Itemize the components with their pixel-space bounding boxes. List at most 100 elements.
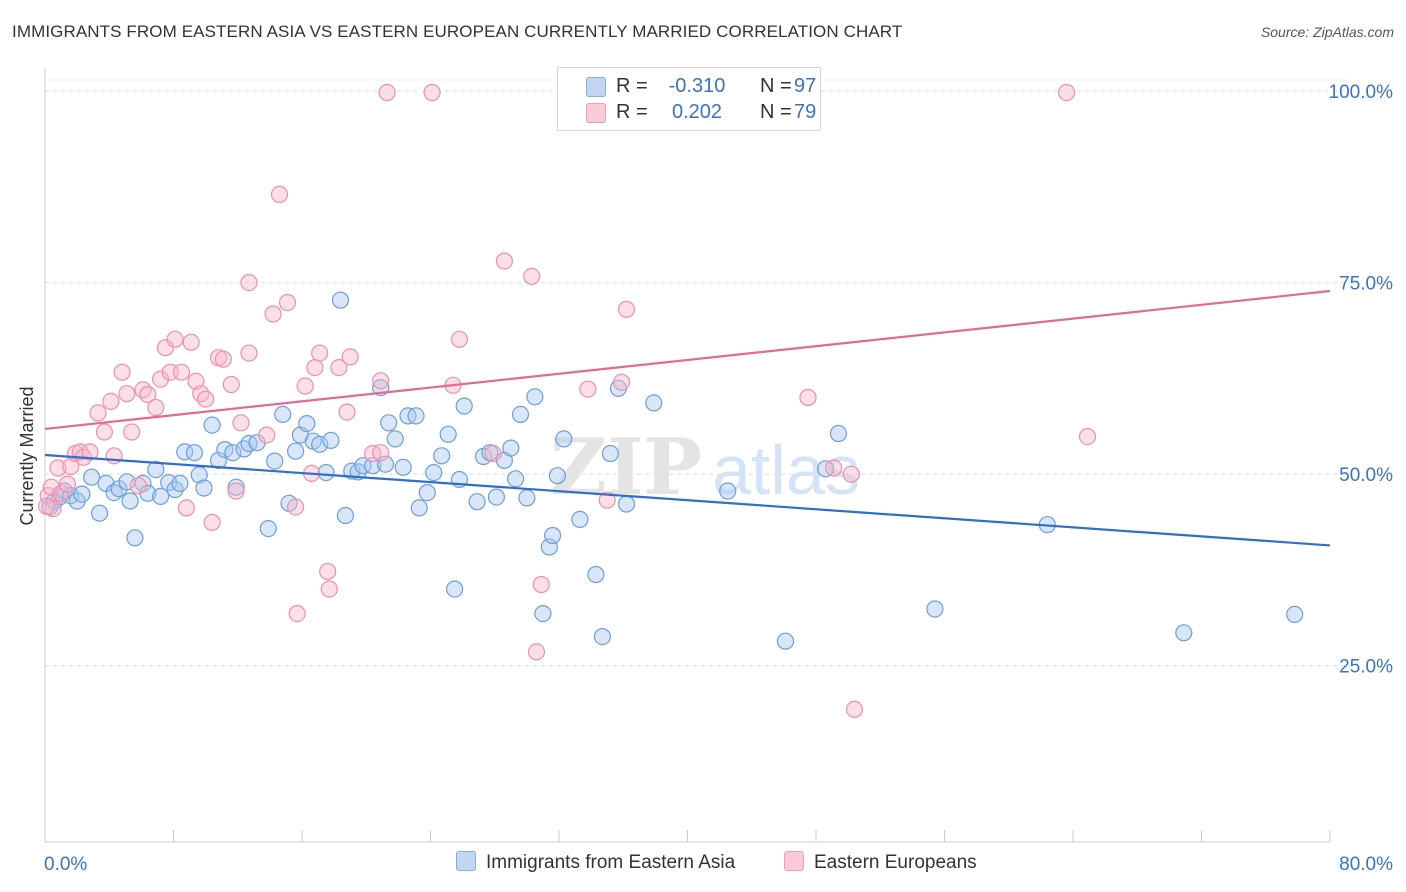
data-point-eastern-asia (526, 388, 544, 406)
gridlines (45, 79, 1350, 667)
data-point-eastern-asia (203, 416, 221, 434)
legend-r-value-eastern-europeans: 0.202 (671, 101, 723, 123)
legend-swatch-eastern-europeans (586, 103, 606, 123)
data-point-eastern-europeans (306, 359, 324, 377)
series-label-eastern-europeans: Eastern Europeans (814, 852, 977, 873)
data-point-eastern-europeans (330, 359, 348, 377)
data-point-eastern-asia (195, 479, 213, 497)
data-point-eastern-europeans (95, 423, 114, 441)
data-point-eastern-europeans (579, 380, 597, 398)
data-point-eastern-asia (407, 407, 425, 425)
y-tick-label: 25.0% (1339, 657, 1393, 678)
data-point-eastern-asia (121, 492, 139, 510)
data-point-eastern-europeans (598, 491, 616, 509)
watermark-zip: ZIP (550, 422, 702, 513)
data-point-eastern-europeans (287, 498, 305, 516)
data-point-eastern-asia (587, 565, 605, 584)
data-point-eastern-asia (455, 397, 473, 415)
source-credit: Source: ZipAtlas.com (1260, 24, 1394, 40)
data-point-eastern-asia (386, 430, 404, 448)
legend-r-value-eastern-asia: -0.310 (668, 75, 726, 97)
y-tick-label: 75.0% (1339, 274, 1393, 295)
data-point-eastern-europeans (166, 330, 184, 348)
data-point-eastern-europeans (192, 385, 210, 403)
data-point-eastern-asia (571, 510, 589, 529)
legend-n-value-eastern-europeans: 79 (794, 101, 817, 123)
data-point-eastern-asia (433, 447, 451, 465)
data-point-eastern-europeans (222, 375, 240, 394)
data-point-eastern-asia (719, 482, 737, 500)
data-point-eastern-asia (601, 444, 620, 463)
data-point-eastern-europeans (532, 575, 550, 594)
x-tick-label-max: 80.0% (1339, 854, 1393, 875)
data-point-eastern-europeans (240, 274, 258, 292)
series-legend-eastern-europeans: Eastern Europeans (784, 851, 977, 874)
data-point-eastern-europeans (49, 459, 67, 477)
data-point-eastern-asia (534, 604, 552, 623)
y-tick-label: 50.0% (1339, 465, 1393, 486)
data-point-eastern-europeans (177, 499, 195, 517)
data-point-eastern-asia (425, 464, 443, 482)
data-point-eastern-europeans (288, 604, 306, 623)
data-point-eastern-asia (617, 495, 636, 513)
data-point-eastern-asia (1286, 605, 1304, 624)
data-point-eastern-asia (298, 415, 316, 433)
legend-n-value-eastern-asia: 97 (794, 75, 817, 97)
data-point-eastern-europeans (423, 83, 441, 102)
data-point-eastern-europeans (139, 385, 157, 404)
data-point-eastern-asia (418, 484, 436, 502)
data-point-eastern-asia (468, 493, 486, 511)
data-point-eastern-asia (439, 425, 457, 443)
data-point-eastern-europeans (123, 423, 141, 441)
data-point-eastern-asia (410, 499, 428, 517)
data-point-eastern-europeans (52, 484, 70, 502)
data-point-eastern-asia (380, 414, 398, 432)
data-point-eastern-europeans (484, 444, 502, 463)
data-point-eastern-europeans (197, 390, 215, 408)
data-point-eastern-asia (487, 488, 505, 506)
data-point-eastern-europeans (825, 459, 843, 477)
data-point-eastern-asia (147, 461, 165, 479)
data-point-eastern-europeans (372, 444, 390, 462)
legend-r-label: R = (616, 75, 648, 97)
data-point-eastern-asia (548, 467, 567, 485)
data-point-eastern-asia (354, 457, 372, 475)
legend-n-label: N = (760, 75, 792, 97)
legend-r-label: R = (616, 101, 648, 123)
data-point-eastern-asia (776, 632, 795, 650)
data-point-eastern-asia (511, 405, 530, 423)
data-point-eastern-asia (90, 504, 109, 522)
stats-legend: R = -0.310 N = 97 R = 0.202 N = 79 (557, 67, 821, 131)
data-point-eastern-asia (287, 442, 305, 460)
data-point-eastern-asia (543, 526, 562, 545)
data-point-eastern-europeans (278, 293, 297, 312)
data-point-eastern-europeans (89, 404, 107, 422)
watermark-atlas: atlas (712, 431, 860, 509)
data-point-eastern-europeans (617, 300, 636, 318)
data-point-eastern-europeans (134, 381, 152, 399)
data-point-eastern-asia (126, 529, 144, 547)
data-point-eastern-europeans (113, 363, 131, 381)
data-point-eastern-asia (274, 405, 292, 423)
data-point-eastern-asia (73, 485, 91, 503)
data-point-eastern-europeans (105, 447, 123, 465)
data-point-eastern-europeans (320, 580, 338, 598)
data-points (37, 83, 1304, 719)
data-point-eastern-asia (336, 506, 354, 525)
data-point-eastern-asia (209, 451, 228, 469)
data-point-eastern-europeans (264, 305, 282, 323)
data-point-eastern-asia (343, 462, 361, 480)
data-point-eastern-europeans (129, 477, 147, 495)
data-point-eastern-europeans (62, 457, 80, 476)
data-point-eastern-europeans (214, 350, 232, 368)
data-point-eastern-europeans (372, 372, 390, 390)
data-point-eastern-europeans (118, 385, 136, 403)
chart-title: IMMIGRANTS FROM EASTERN ASIA VS EASTERN … (12, 22, 903, 41)
data-point-eastern-europeans (378, 83, 396, 102)
data-point-eastern-asia (506, 470, 525, 488)
data-point-eastern-europeans (527, 643, 546, 661)
data-point-eastern-europeans (182, 333, 200, 351)
data-point-eastern-asia (1175, 624, 1193, 642)
data-point-eastern-asia (502, 439, 520, 457)
